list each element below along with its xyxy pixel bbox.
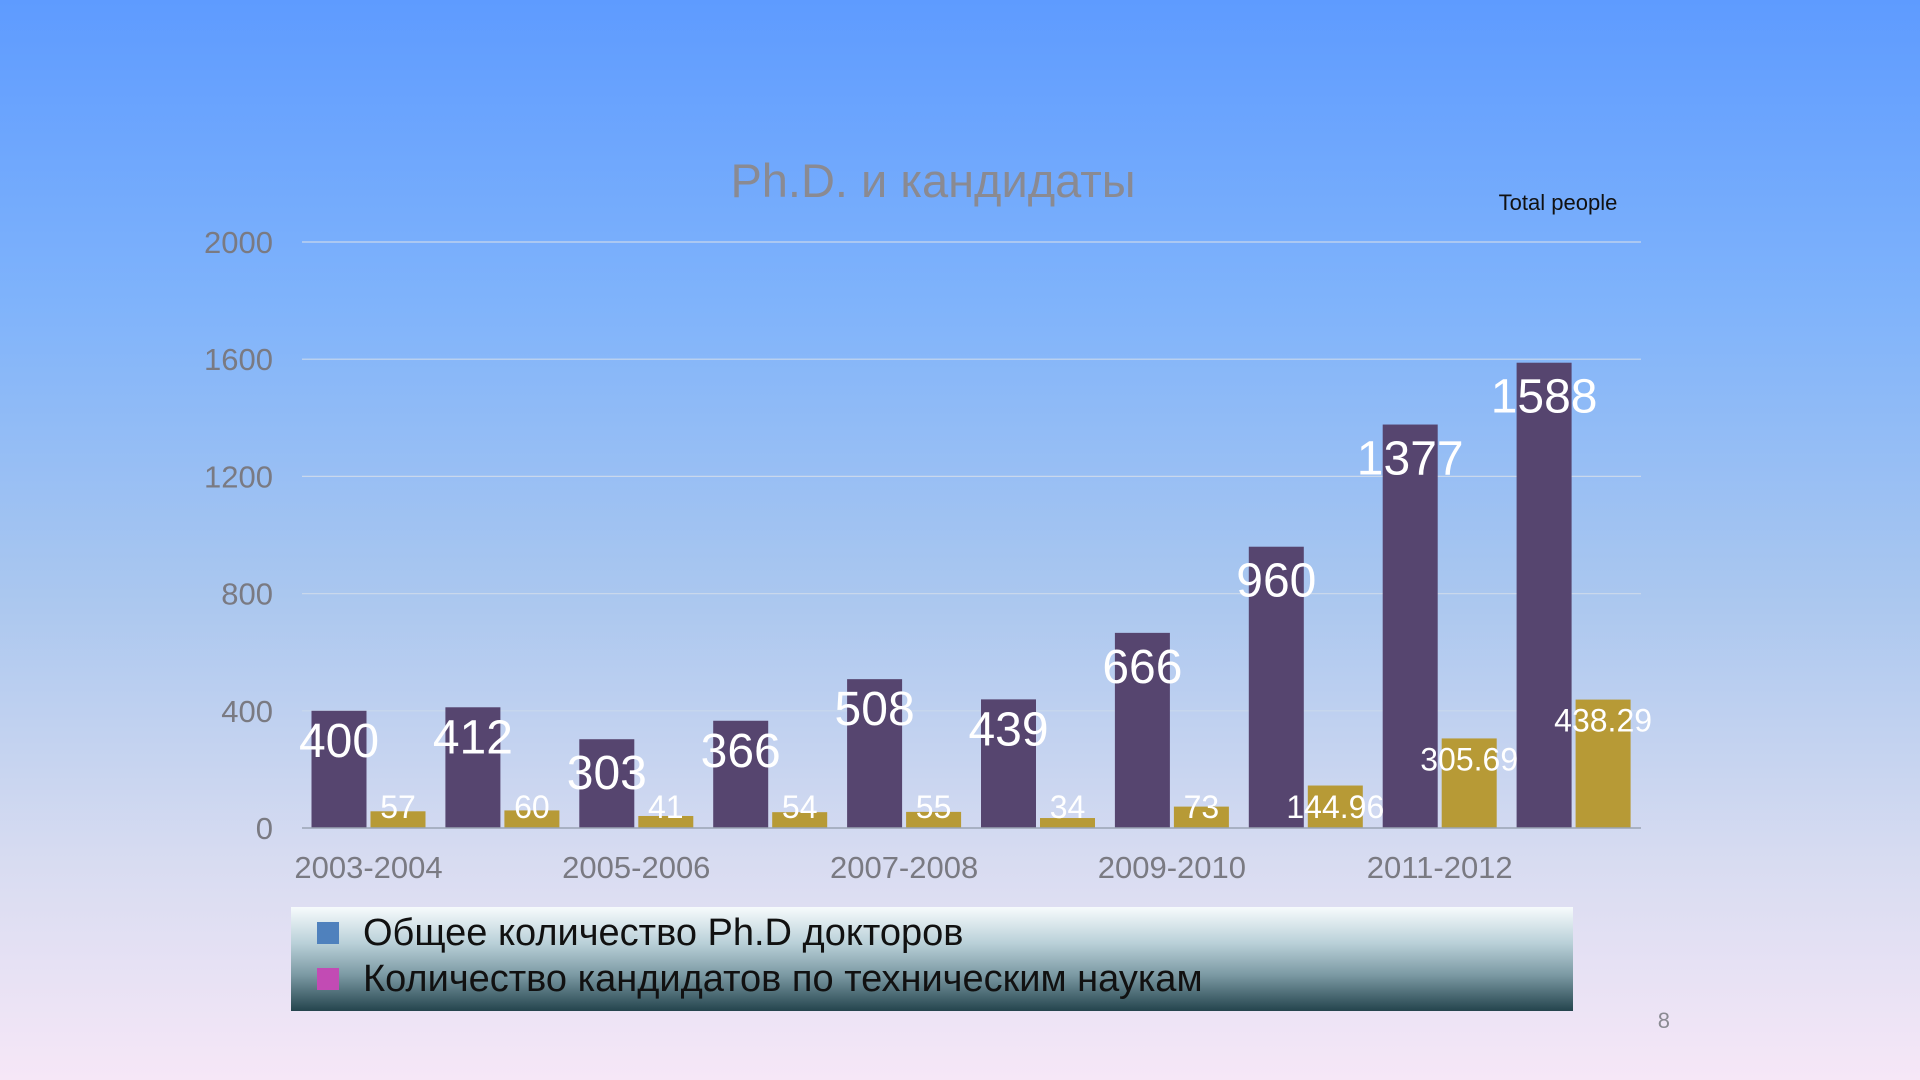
data-label-total: 366 bbox=[701, 725, 781, 778]
data-label-tech: 34 bbox=[1050, 789, 1086, 825]
bar-tech bbox=[1575, 699, 1631, 828]
data-label-tech: 305.69 bbox=[1420, 741, 1518, 777]
data-label-total: 400 bbox=[299, 715, 379, 768]
data-label-tech: 60 bbox=[514, 789, 550, 825]
data-label-tech: 57 bbox=[380, 789, 416, 825]
x-tick-label: 2009-2010 bbox=[1098, 850, 1246, 885]
bar-total bbox=[713, 720, 769, 828]
legend-item-tech: Количество кандидатов по техническим нау… bbox=[317, 957, 1203, 1001]
data-label-total: 508 bbox=[835, 683, 915, 736]
data-label-tech: 55 bbox=[916, 789, 952, 825]
data-label-total: 412 bbox=[433, 711, 513, 764]
legend: Общее количество Ph.D докторов Количеств… bbox=[291, 907, 1573, 1011]
bar-tech bbox=[504, 810, 560, 828]
y-tick-label: 1200 bbox=[204, 459, 273, 494]
bar-total bbox=[579, 739, 635, 828]
y-axis-label: Total people bbox=[1499, 190, 1618, 215]
data-label-total: 666 bbox=[1102, 641, 1182, 694]
data-label-tech: 144.96 bbox=[1286, 789, 1384, 825]
bar-total bbox=[1114, 632, 1170, 828]
bar-total bbox=[981, 699, 1036, 828]
x-tick-label: 2007-2008 bbox=[830, 850, 978, 885]
data-label-tech: 41 bbox=[648, 789, 684, 825]
data-label-total: 960 bbox=[1236, 555, 1316, 608]
legend-swatch-tech bbox=[317, 968, 339, 990]
data-label-total: 303 bbox=[567, 747, 647, 800]
chart-title: Ph.D. и кандидаты bbox=[730, 154, 1135, 207]
legend-item-total: Общее количество Ph.D докторов bbox=[317, 911, 964, 955]
bar-tech bbox=[370, 811, 426, 828]
x-tick-label: 2005-2006 bbox=[562, 850, 710, 885]
data-label-tech: 54 bbox=[782, 789, 818, 825]
bar-total bbox=[847, 679, 903, 828]
legend-label-tech: Количество кандидатов по техническим нау… bbox=[363, 957, 1203, 1000]
y-axis-ticks: 0 400 800 1200 1600 2000 bbox=[204, 225, 273, 846]
bar-tech bbox=[638, 815, 694, 828]
x-axis-ticks: 2003-2004 2005-2006 2007-2008 2009-2010 2011… bbox=[294, 850, 1512, 885]
bar-tech bbox=[1441, 738, 1497, 828]
page-number: 8 bbox=[1657, 1008, 1670, 1033]
y-tick-label: 400 bbox=[221, 694, 273, 729]
bar-tech bbox=[772, 812, 828, 828]
bar-tech bbox=[1040, 818, 1095, 828]
x-tick-label: 2003-2004 bbox=[294, 850, 442, 885]
x-tick-label: 2011-2012 bbox=[1367, 850, 1513, 885]
bar-tech bbox=[1173, 806, 1229, 828]
data-label-total: 1588 bbox=[1491, 371, 1598, 424]
bar-total bbox=[445, 707, 501, 828]
data-label-tech: 438.29 bbox=[1554, 703, 1652, 739]
bars bbox=[311, 362, 1631, 828]
data-label-total: 1377 bbox=[1357, 433, 1464, 486]
bar-total bbox=[1248, 546, 1304, 828]
y-tick-label: 2000 bbox=[204, 225, 273, 260]
data-label-tech: 73 bbox=[1184, 789, 1220, 825]
y-tick-label: 1600 bbox=[204, 342, 273, 377]
legend-label-total: Общее количество Ph.D докторов bbox=[363, 911, 964, 954]
bar-total bbox=[1382, 424, 1438, 828]
bar-tech bbox=[1307, 785, 1363, 828]
bar-total bbox=[311, 710, 367, 828]
bar-tech bbox=[906, 811, 962, 828]
data-label-total: 439 bbox=[968, 703, 1048, 756]
y-tick-label: 800 bbox=[221, 577, 273, 612]
y-tick-label: 0 bbox=[256, 811, 273, 846]
data-labels: 400 412 303 366 508 439 666 960 1377 1588 57 60 41 54… bbox=[299, 371, 1652, 825]
bar-total bbox=[1516, 362, 1572, 828]
legend-swatch-total bbox=[317, 922, 339, 944]
